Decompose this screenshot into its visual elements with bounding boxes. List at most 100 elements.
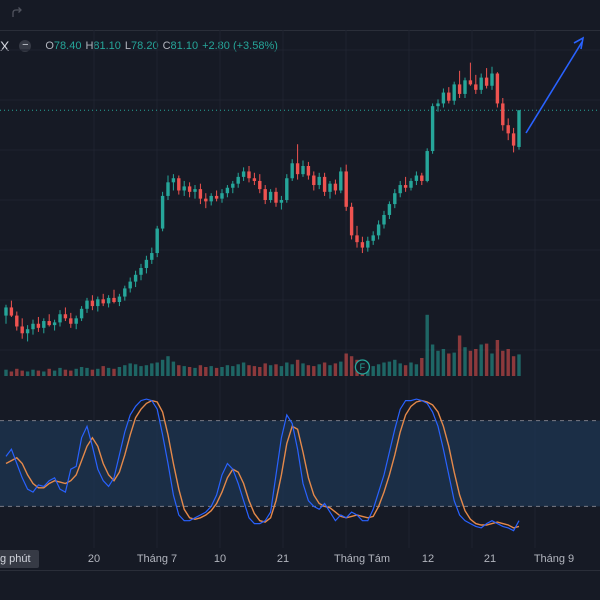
volume-bar bbox=[90, 369, 95, 376]
volume-bar bbox=[387, 361, 392, 376]
volume-bar bbox=[128, 363, 132, 376]
time-tick-label: 21 bbox=[483, 553, 497, 565]
candle-body bbox=[90, 300, 95, 307]
event-marker[interactable]: F bbox=[354, 359, 371, 375]
volume-bar bbox=[20, 370, 24, 376]
candle-body bbox=[74, 318, 78, 324]
change-value: +2.80 (+3.58%) bbox=[202, 40, 278, 52]
candle-body bbox=[301, 166, 305, 175]
volume-bar bbox=[295, 359, 300, 376]
candle-body bbox=[252, 178, 257, 181]
volume-bar bbox=[495, 340, 500, 376]
candle-body bbox=[204, 198, 208, 202]
volume-bar bbox=[52, 370, 57, 376]
candle-body bbox=[490, 73, 494, 86]
candle-body bbox=[187, 186, 192, 192]
volume-bar bbox=[209, 366, 213, 376]
volume-bar bbox=[139, 366, 143, 376]
candle-body bbox=[15, 315, 19, 327]
volume-bar bbox=[171, 361, 176, 376]
time-tick-label: 12 bbox=[421, 553, 435, 565]
time-tick-label: Tháng 9 bbox=[533, 553, 575, 565]
candle-body bbox=[58, 314, 62, 323]
volume-bar bbox=[344, 353, 348, 376]
volume-bar bbox=[393, 359, 397, 376]
volume-bar bbox=[160, 359, 165, 376]
volume-bar bbox=[517, 354, 521, 376]
volume-bar bbox=[123, 365, 127, 376]
volume-bar bbox=[468, 350, 473, 376]
redo-icon[interactable] bbox=[10, 6, 24, 20]
candle-body bbox=[166, 182, 170, 196]
trend-arrow-drawing[interactable] bbox=[525, 36, 585, 134]
candle-body bbox=[371, 235, 375, 241]
candle-body bbox=[236, 176, 240, 184]
candle-body bbox=[403, 185, 408, 188]
volume-bar bbox=[441, 349, 446, 376]
time-axis[interactable]: 20 Tháng 7 10 21 Tháng Tám 12 21 Tháng 9 bbox=[0, 548, 600, 570]
candle-body bbox=[47, 321, 51, 326]
volume-bar bbox=[403, 365, 408, 376]
candle-body bbox=[420, 175, 424, 181]
volume-bar bbox=[133, 364, 138, 376]
volume-bar bbox=[36, 370, 41, 376]
volume-bar bbox=[69, 370, 73, 376]
volume-bar bbox=[112, 368, 116, 376]
candle-body bbox=[339, 171, 343, 191]
candle-body bbox=[4, 307, 8, 316]
volume-bar bbox=[306, 365, 311, 376]
volume-bar bbox=[155, 362, 159, 376]
volume-bar bbox=[457, 335, 462, 376]
candle-body bbox=[468, 80, 473, 85]
candle-body bbox=[409, 180, 413, 188]
volume-bar bbox=[42, 371, 46, 376]
candle-body bbox=[382, 214, 386, 225]
volume-bar bbox=[501, 350, 505, 376]
volume-bar bbox=[15, 368, 19, 376]
volume-bar bbox=[220, 367, 224, 376]
volume-bar bbox=[25, 371, 30, 376]
volume-bar bbox=[285, 362, 289, 376]
volume-bar bbox=[96, 368, 100, 376]
volume-bar bbox=[430, 344, 435, 376]
candle-body bbox=[79, 308, 84, 319]
volume-bar bbox=[414, 364, 419, 376]
candle-body bbox=[225, 187, 230, 194]
volume-bar bbox=[247, 365, 251, 376]
candle-body bbox=[123, 288, 127, 297]
volume-bar bbox=[187, 367, 192, 376]
volume-bar bbox=[193, 367, 197, 376]
volume-bar bbox=[349, 356, 354, 376]
candle-body bbox=[231, 183, 235, 188]
candle-body bbox=[52, 322, 57, 326]
minus-icon[interactable]: − bbox=[19, 40, 32, 52]
volume-bar bbox=[263, 363, 267, 376]
volume-bar bbox=[279, 366, 284, 376]
volume-bar bbox=[236, 364, 240, 376]
interval-label[interactable]: g phút bbox=[0, 550, 39, 568]
candle-body bbox=[36, 323, 41, 328]
candle-body bbox=[349, 206, 354, 236]
candle-body bbox=[333, 183, 338, 191]
top-toolbar bbox=[0, 0, 600, 31]
candle-body bbox=[214, 195, 219, 199]
candle-body bbox=[360, 242, 365, 248]
candle-body bbox=[263, 189, 267, 200]
candle-body bbox=[355, 235, 359, 243]
candle-body bbox=[285, 178, 289, 200]
volume-bar bbox=[79, 367, 84, 376]
bottom-toolbar bbox=[0, 570, 600, 600]
candle-body bbox=[139, 268, 143, 275]
volume-bar bbox=[241, 362, 246, 376]
close-label: C bbox=[162, 40, 171, 52]
volume-bar bbox=[225, 365, 230, 376]
candle-body bbox=[160, 195, 165, 229]
candle-body bbox=[344, 171, 348, 207]
candle-body bbox=[20, 326, 24, 334]
symbol-label[interactable]: X bbox=[0, 38, 10, 54]
volume-bar bbox=[398, 363, 402, 376]
candle-body bbox=[25, 329, 30, 334]
candle-body bbox=[425, 151, 429, 181]
chart-canvas[interactable]: F bbox=[0, 30, 600, 548]
